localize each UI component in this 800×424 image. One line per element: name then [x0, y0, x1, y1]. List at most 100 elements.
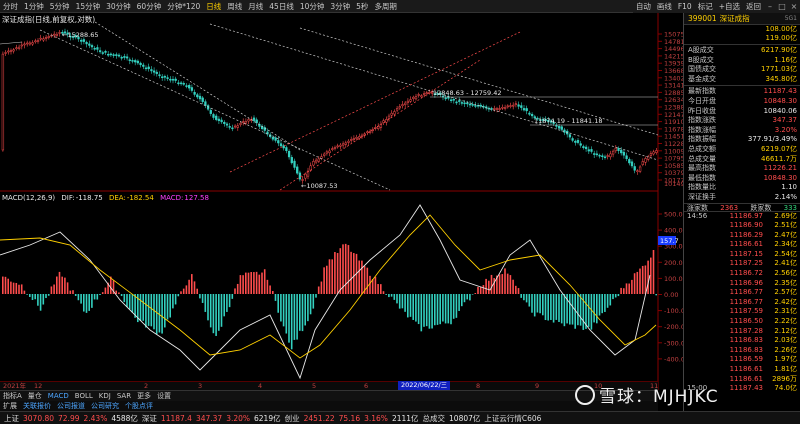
toolbar-action[interactable]: 自动 [635, 2, 651, 11]
index-name[interactable]: 上证 [4, 413, 19, 423]
candle [239, 123, 242, 125]
indicator-tab[interactable]: 指标A [3, 391, 22, 400]
period-tab[interactable]: 1分钟 [24, 1, 44, 11]
extension-tab[interactable]: 公司研究 [91, 401, 119, 410]
macd-bar [320, 281, 323, 294]
period-tab[interactable]: 5分钟 [49, 1, 70, 11]
period-tab[interactable]: 分钟*120 [167, 1, 201, 11]
candle [358, 136, 361, 139]
macd-bar [272, 290, 274, 294]
candle [163, 76, 167, 78]
candle [109, 53, 113, 56]
extension-tab[interactable]: 关联报价 [23, 401, 51, 410]
extension-tab[interactable]: 个股点评 [125, 401, 153, 410]
dif-line [0, 204, 651, 380]
tick-time [687, 365, 717, 375]
dea-label: DEA: [108, 194, 126, 202]
macd-bar [196, 288, 198, 294]
macd-bar [137, 294, 139, 323]
tick-volume: 74.0亿 [774, 384, 797, 393]
tick-row: 11186.96 2.35亿 [684, 279, 800, 289]
tick-price: 11186.90 [729, 221, 763, 230]
tick-time: 14:56 [687, 211, 708, 220]
macd-legend: MACD(12,26,9) DIF:-118.75 DEA:-182.54 MA… [2, 194, 213, 202]
candle [201, 97, 204, 102]
macd-bar [236, 283, 239, 294]
candle [112, 54, 115, 56]
toolbar-action[interactable]: 画线 [656, 2, 672, 11]
indicator-tab[interactable]: SAR [116, 391, 132, 400]
macd-bar [199, 294, 201, 299]
period-tab[interactable]: 5秒 [356, 1, 369, 11]
macd-bar [525, 294, 528, 303]
period-tab[interactable]: 多周期 [374, 1, 397, 11]
indicator-tab[interactable]: 设置 [157, 391, 172, 400]
quote-top-unit: 亿 [790, 34, 797, 42]
total-label: 总成交 [422, 413, 446, 423]
candle [107, 53, 110, 56]
index-name[interactable]: 创业 [284, 413, 300, 423]
close-icon[interactable]: × [790, 2, 798, 11]
candle [71, 36, 75, 38]
indicator-tab[interactable]: KDJ [98, 391, 111, 400]
period-tab[interactable]: 月线 [248, 1, 264, 11]
macd-bar [37, 294, 39, 306]
macd-bar [417, 294, 420, 325]
period-tab[interactable]: 周线 [227, 1, 243, 11]
macd-bar [474, 293, 477, 294]
indicator-tab[interactable]: MACD [47, 391, 69, 400]
candle [269, 134, 272, 138]
toolbar-action[interactable]: F10 [677, 2, 692, 11]
date-tick: 12 [34, 382, 43, 390]
toolbar-action[interactable]: 标记 [697, 2, 713, 11]
toolbar-action[interactable]: +自选 [718, 2, 740, 11]
quote-label: 最新指数 [688, 87, 716, 96]
macd-bar [550, 294, 552, 320]
candle [242, 121, 245, 124]
candle [96, 47, 99, 50]
macd-bar [609, 294, 612, 306]
quote-label: 最高指数 [688, 164, 716, 173]
period-tab[interactable]: 15分钟 [75, 1, 101, 11]
macd-bar [212, 294, 215, 334]
kline-chart[interactable]: 1507514781144961421513939136681340213141… [0, 0, 683, 424]
period-tab[interactable]: 3分钟 [330, 1, 351, 11]
candle [630, 161, 634, 167]
period-tab[interactable]: 日线 [206, 1, 222, 11]
index-name[interactable]: 深证 [141, 413, 157, 423]
minimize-icon[interactable]: – [768, 2, 772, 11]
indicator-tab[interactable]: 更多 [137, 391, 152, 400]
indicator-tabs: 指标A 量仓 MACD BOLL KDJ SAR 更多 设置 [0, 390, 658, 401]
candle [77, 36, 80, 40]
tick-volume: 2.31亿 [774, 307, 797, 316]
current-value-tag [658, 236, 676, 245]
indicator-tab[interactable]: 量仓 [27, 391, 42, 400]
price-tick-label: 11451 [664, 133, 683, 141]
tick-row: 11187.59 2.31亿 [684, 307, 800, 317]
macd-bar [482, 285, 485, 294]
maximize-icon[interactable]: □ [778, 2, 786, 11]
period-tab[interactable]: 45日线 [269, 1, 294, 11]
macd-tick-label: -100.0 [664, 307, 683, 315]
indicator-tab[interactable]: BOLL [74, 391, 93, 400]
toolbar-action[interactable]: 返回 [746, 2, 761, 11]
period-tab[interactable]: 分时 [3, 1, 18, 11]
period-tab[interactable]: 30分钟 [106, 1, 131, 11]
candle [217, 118, 221, 121]
quote-row: B股成交 1.16亿 [684, 56, 800, 66]
candle [506, 105, 509, 108]
extension-tab[interactable]: 扩展 [3, 401, 17, 410]
extension-tab[interactable]: 公司报道 [57, 401, 85, 410]
date-tick: 8 [476, 382, 481, 390]
period-tab[interactable]: 60分钟 [136, 1, 162, 11]
period-tab[interactable]: 10分钟 [299, 1, 325, 11]
date-axis: 2021年12234567891011 [0, 381, 658, 390]
price-tick-label: 13141 [664, 82, 683, 90]
tick-price: 11186.96 [729, 278, 763, 287]
candle [23, 43, 26, 46]
macd-bar [623, 288, 625, 294]
candle [582, 146, 585, 149]
macd-bar [301, 294, 304, 332]
macd-bar [493, 278, 495, 294]
candle [26, 42, 29, 45]
